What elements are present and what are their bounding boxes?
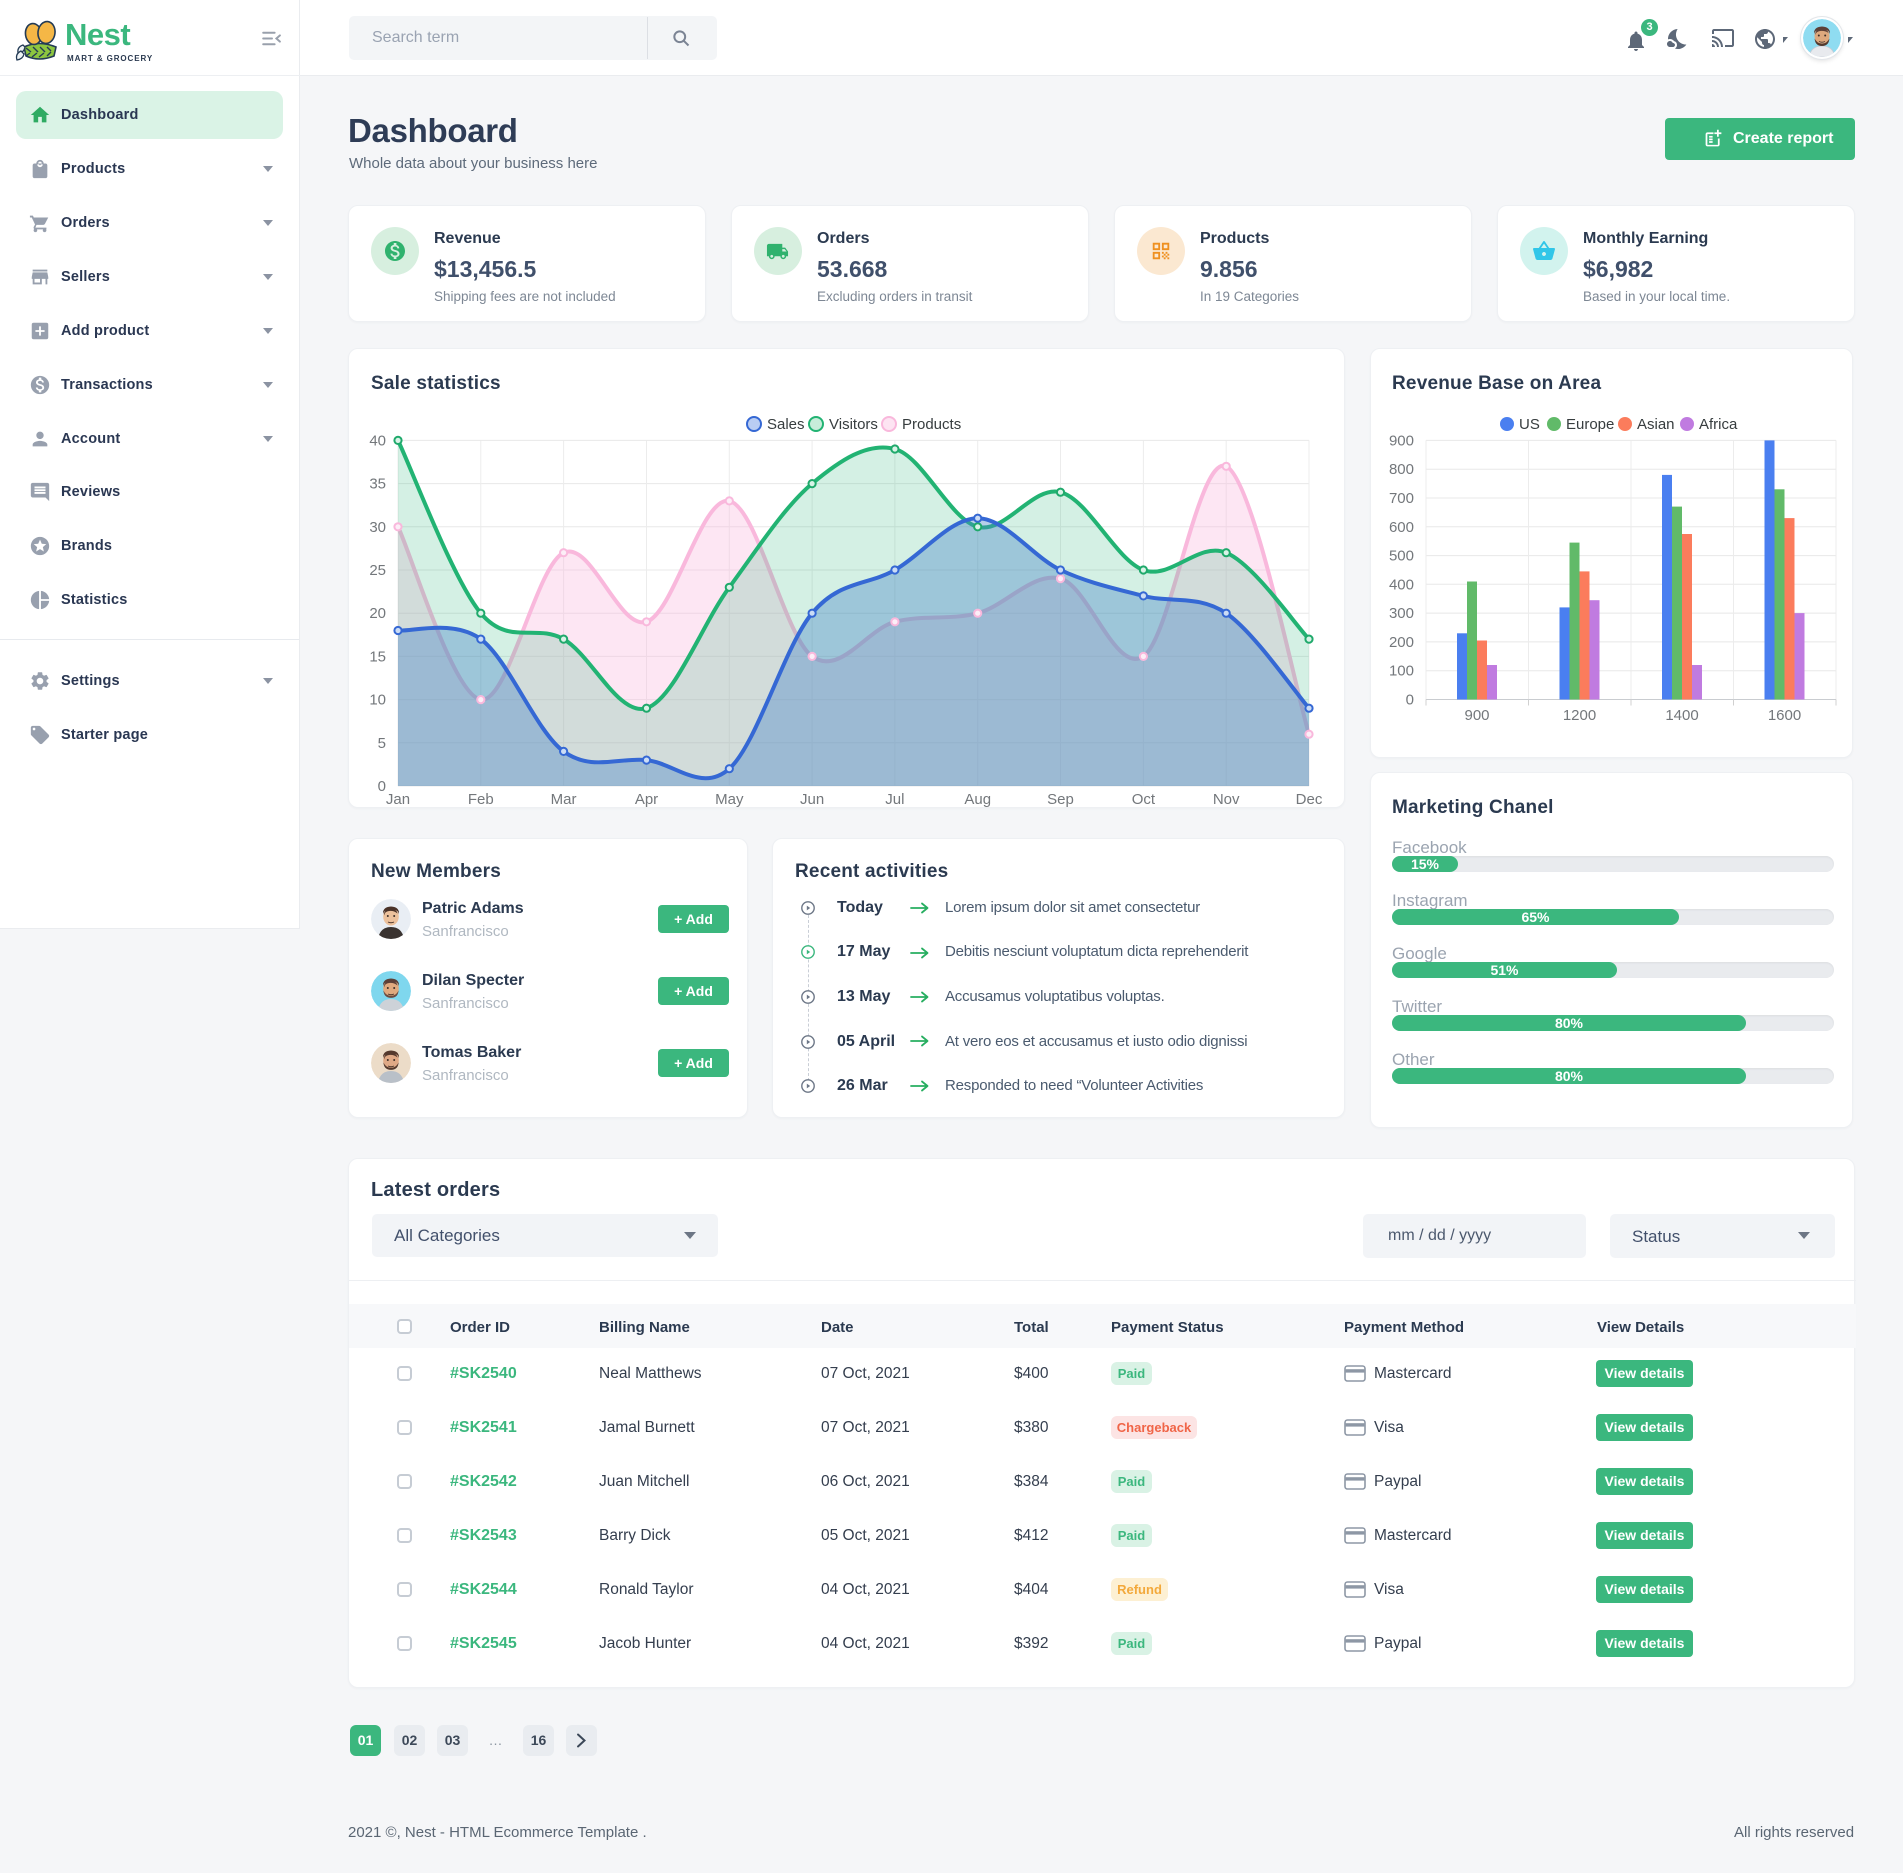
svg-text:35: 35 xyxy=(369,476,386,493)
svg-text:Visitors: Visitors xyxy=(829,416,878,433)
svg-text:500: 500 xyxy=(1389,548,1414,565)
svg-text:Aug: Aug xyxy=(964,791,991,808)
svg-text:200: 200 xyxy=(1389,634,1414,651)
svg-text:Dec: Dec xyxy=(1296,791,1323,808)
svg-text:Sep: Sep xyxy=(1047,791,1074,808)
svg-text:0: 0 xyxy=(378,778,386,795)
svg-text:Sales: Sales xyxy=(767,416,805,433)
svg-text:30: 30 xyxy=(369,519,386,536)
svg-text:Asian: Asian xyxy=(1637,416,1675,433)
svg-text:Jun: Jun xyxy=(800,791,824,808)
svg-text:Africa: Africa xyxy=(1699,416,1738,433)
svg-text:400: 400 xyxy=(1389,576,1414,593)
svg-text:900: 900 xyxy=(1464,707,1489,724)
svg-text:Nov: Nov xyxy=(1213,791,1240,808)
svg-text:Europe: Europe xyxy=(1566,416,1614,433)
svg-text:Oct: Oct xyxy=(1132,791,1156,808)
svg-text:900: 900 xyxy=(1389,432,1414,449)
svg-text:25: 25 xyxy=(369,562,386,579)
svg-text:Feb: Feb xyxy=(468,791,494,808)
svg-text:0: 0 xyxy=(1406,692,1414,709)
svg-text:US: US xyxy=(1519,416,1540,433)
svg-text:800: 800 xyxy=(1389,461,1414,478)
svg-text:Apr: Apr xyxy=(635,791,658,808)
svg-text:1200: 1200 xyxy=(1563,707,1596,724)
svg-text:40: 40 xyxy=(369,432,386,449)
svg-text:1400: 1400 xyxy=(1665,707,1698,724)
svg-text:20: 20 xyxy=(369,605,386,622)
svg-text:600: 600 xyxy=(1389,519,1414,536)
svg-text:Products: Products xyxy=(902,416,961,433)
svg-text:10: 10 xyxy=(369,692,386,709)
svg-text:5: 5 xyxy=(378,735,386,752)
svg-text:Mar: Mar xyxy=(551,791,577,808)
svg-text:100: 100 xyxy=(1389,663,1414,680)
svg-text:Jul: Jul xyxy=(885,791,904,808)
svg-text:Jan: Jan xyxy=(386,791,410,808)
svg-text:300: 300 xyxy=(1389,605,1414,622)
svg-text:700: 700 xyxy=(1389,490,1414,507)
svg-text:15: 15 xyxy=(369,648,386,665)
svg-text:1600: 1600 xyxy=(1768,707,1801,724)
svg-text:May: May xyxy=(715,791,744,808)
